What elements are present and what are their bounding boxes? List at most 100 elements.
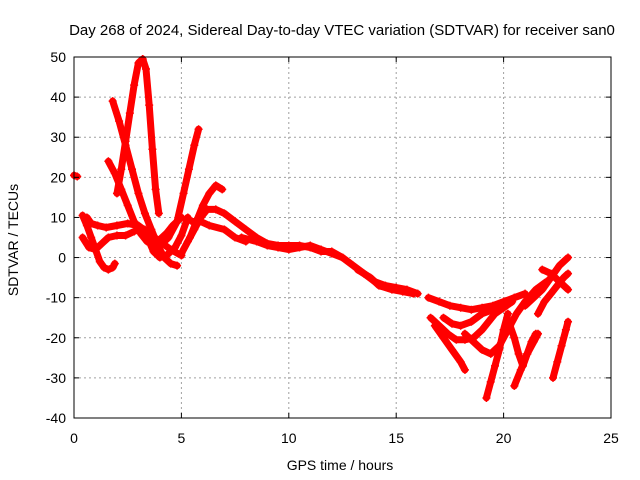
data-point bbox=[211, 181, 220, 190]
data-point bbox=[317, 245, 326, 254]
series-line bbox=[238, 234, 346, 262]
series-line bbox=[177, 205, 422, 298]
data-point bbox=[366, 273, 375, 282]
data-point bbox=[469, 337, 478, 346]
y-tick-label: 20 bbox=[50, 169, 66, 185]
data-point bbox=[424, 293, 433, 302]
data-point bbox=[445, 301, 454, 310]
data-point bbox=[82, 213, 91, 222]
data-point bbox=[140, 209, 149, 218]
series-pass-x bbox=[533, 269, 573, 318]
data-point bbox=[529, 337, 538, 346]
data-point bbox=[205, 221, 214, 230]
data-point bbox=[134, 189, 143, 198]
data-point bbox=[220, 209, 229, 218]
series-line bbox=[521, 254, 572, 310]
data-point bbox=[499, 301, 508, 310]
data-point bbox=[456, 303, 465, 312]
data-point bbox=[564, 269, 573, 278]
data-point bbox=[112, 221, 121, 230]
data-point bbox=[295, 243, 304, 252]
data-point bbox=[112, 231, 121, 240]
data-point bbox=[546, 269, 555, 278]
data-point bbox=[130, 217, 139, 226]
data-point bbox=[179, 189, 188, 198]
data-point bbox=[104, 157, 113, 166]
data-point bbox=[503, 309, 512, 318]
data-point bbox=[173, 217, 182, 226]
data-point bbox=[151, 185, 160, 194]
data-point bbox=[173, 261, 182, 270]
y-tick-label: 40 bbox=[50, 89, 66, 105]
data-point bbox=[177, 249, 186, 258]
data-point bbox=[237, 233, 246, 242]
data-point bbox=[514, 349, 523, 358]
data-point bbox=[93, 221, 102, 230]
x-tick-label: 20 bbox=[496, 430, 512, 446]
data-point bbox=[185, 233, 194, 242]
y-tick-label: -20 bbox=[46, 330, 66, 346]
data-point bbox=[121, 231, 130, 240]
data-point bbox=[443, 329, 452, 338]
data-point bbox=[561, 325, 570, 334]
data-point bbox=[112, 189, 121, 198]
data-point bbox=[456, 357, 465, 366]
data-point bbox=[510, 333, 519, 342]
data-point bbox=[218, 185, 227, 194]
data-point bbox=[183, 213, 192, 222]
data-point bbox=[166, 259, 175, 268]
data-point bbox=[460, 329, 469, 338]
y-tick-label: -10 bbox=[46, 290, 66, 306]
data-point bbox=[409, 289, 418, 298]
data-point bbox=[564, 253, 573, 262]
data-point bbox=[127, 165, 136, 174]
data-point bbox=[478, 345, 487, 354]
data-point bbox=[306, 241, 315, 250]
data-point bbox=[430, 321, 439, 330]
data-point bbox=[488, 305, 497, 314]
data-point bbox=[194, 125, 203, 134]
plot-frame bbox=[73, 56, 612, 419]
data-point bbox=[110, 259, 119, 268]
data-point bbox=[78, 233, 87, 242]
y-tick-label: -40 bbox=[46, 410, 66, 426]
data-point bbox=[205, 189, 214, 198]
data-point bbox=[484, 317, 493, 326]
data-point bbox=[184, 165, 193, 174]
data-point bbox=[478, 325, 487, 334]
data-point bbox=[154, 209, 163, 218]
data-point bbox=[486, 377, 495, 386]
data-point bbox=[506, 321, 515, 330]
data-point bbox=[231, 217, 240, 226]
series-pass-c bbox=[78, 227, 139, 254]
data-point bbox=[121, 137, 130, 146]
data-point bbox=[125, 109, 134, 118]
data-point bbox=[145, 237, 154, 246]
data-point bbox=[188, 217, 197, 226]
data-point bbox=[448, 345, 457, 354]
data-point bbox=[196, 217, 205, 226]
series-pass-t bbox=[482, 309, 512, 402]
data-point bbox=[252, 237, 261, 246]
data-point bbox=[148, 145, 157, 154]
data-point bbox=[104, 265, 113, 274]
data-point bbox=[564, 317, 573, 326]
data-point bbox=[499, 325, 508, 334]
data-point bbox=[170, 243, 179, 252]
data-point bbox=[123, 219, 132, 228]
data-point bbox=[559, 273, 568, 282]
data-point bbox=[102, 223, 111, 232]
data-point bbox=[538, 265, 547, 274]
data-point bbox=[100, 263, 109, 272]
series-pass-y bbox=[538, 265, 573, 294]
data-point bbox=[140, 225, 149, 234]
data-point bbox=[117, 165, 126, 174]
data-point bbox=[435, 297, 444, 306]
data-point bbox=[338, 253, 347, 262]
x-tick-label: 10 bbox=[281, 430, 297, 446]
data-point bbox=[375, 281, 384, 290]
x-tick-label: 15 bbox=[388, 430, 404, 446]
data-point bbox=[162, 251, 171, 260]
data-point bbox=[138, 55, 147, 64]
data-point bbox=[177, 231, 186, 240]
